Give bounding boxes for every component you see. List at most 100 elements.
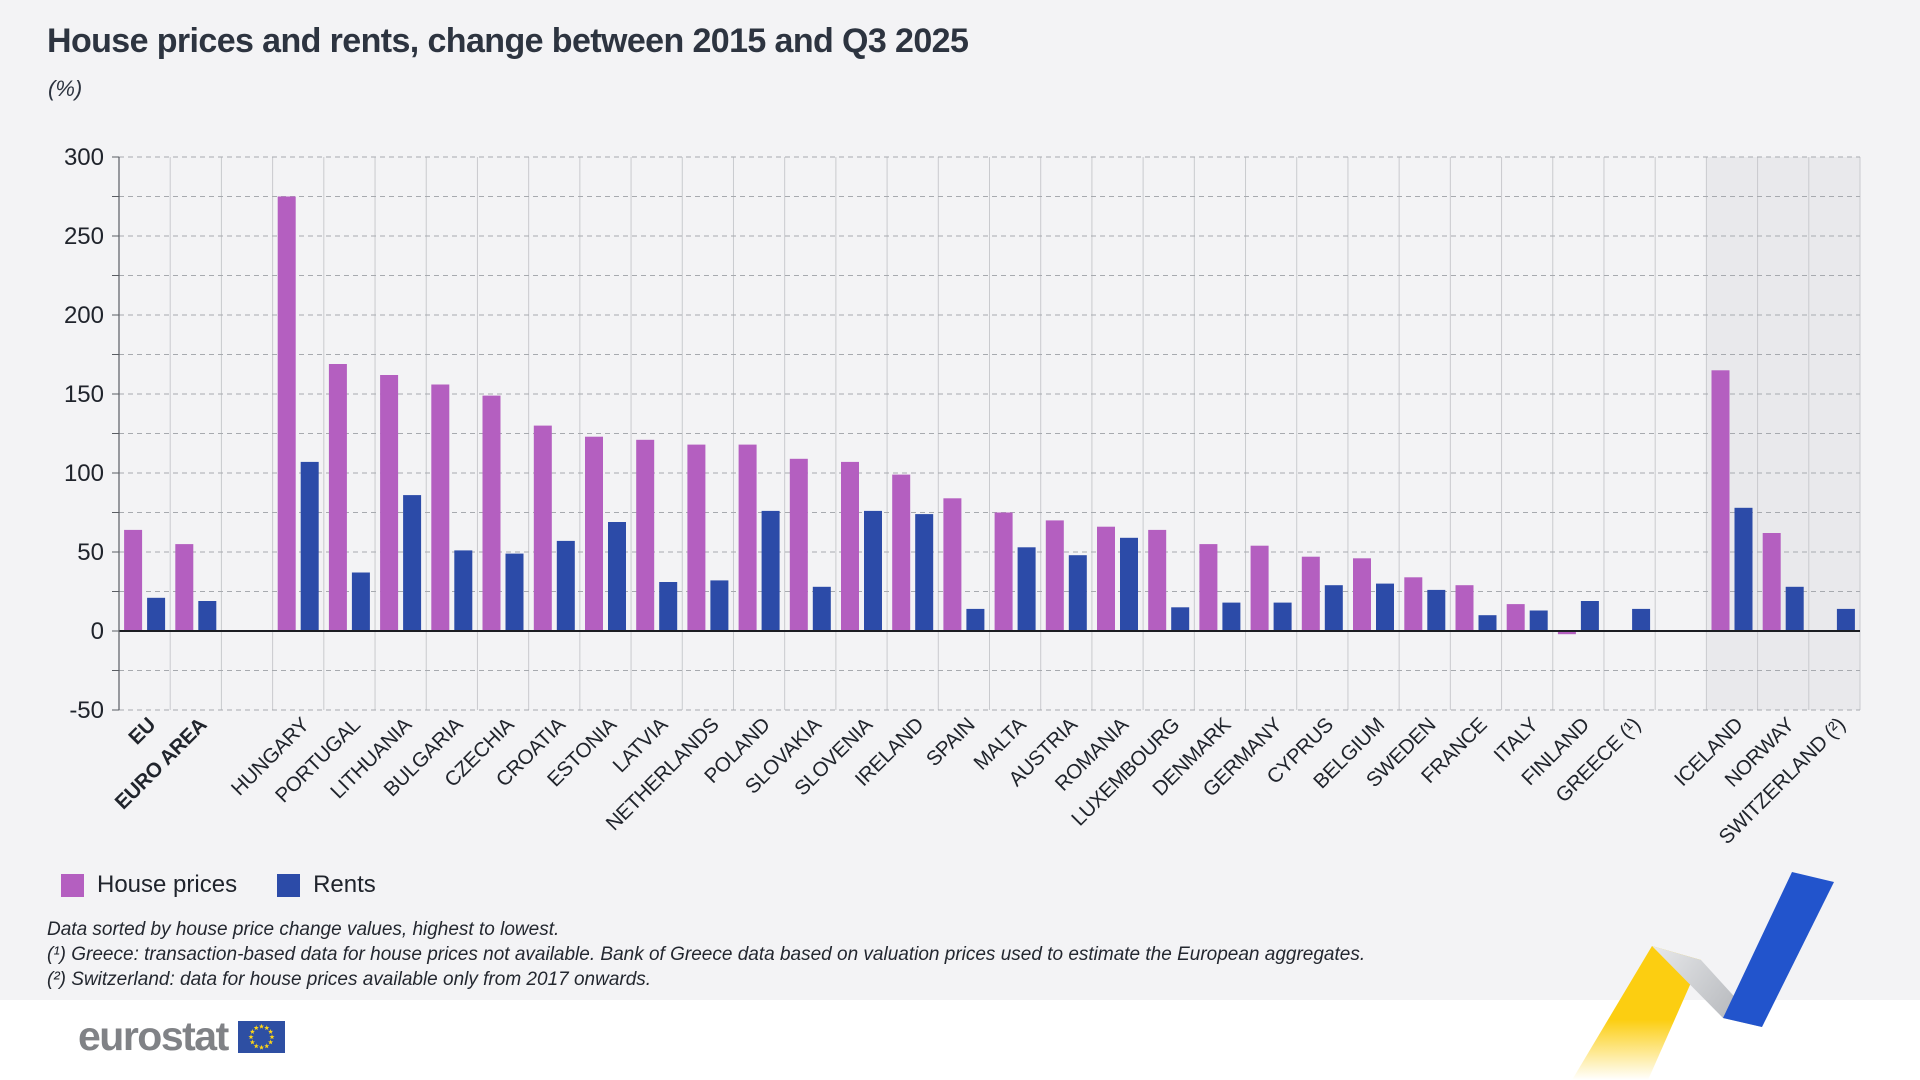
bar-house-slovakia bbox=[789, 458, 808, 631]
bar-house-latvia bbox=[636, 439, 655, 631]
x-label-spain: SPAIN bbox=[922, 713, 980, 771]
footnote-sort-order: Data sorted by house price change values… bbox=[47, 919, 560, 940]
bar-house-croatia bbox=[533, 425, 552, 631]
legend-label-rents: Rents bbox=[313, 871, 376, 898]
bar-rents-lithuania bbox=[403, 495, 422, 631]
eu-flag-star bbox=[253, 1042, 259, 1048]
y-tick-label-100: 100 bbox=[64, 460, 104, 487]
bar-house-italy bbox=[1506, 604, 1525, 631]
bar-rents-euro-area bbox=[198, 601, 217, 631]
bar-house-slovenia bbox=[841, 461, 859, 631]
legend-item-rents: Rents bbox=[277, 871, 376, 899]
bar-rents-sweden bbox=[1427, 589, 1446, 631]
bar-rents-luxembourg bbox=[1171, 607, 1190, 631]
legend-item-house-prices: House prices bbox=[61, 871, 237, 899]
bar-rents-romania bbox=[1120, 537, 1138, 631]
bar-rents-norway bbox=[1785, 586, 1804, 631]
bar-rents-eu bbox=[147, 597, 166, 631]
bar-rents-switzerland bbox=[1836, 608, 1855, 631]
bar-house-lithuania bbox=[380, 375, 399, 631]
y-tick-label-300: 300 bbox=[64, 144, 104, 171]
bar-rents-italy bbox=[1529, 610, 1548, 631]
bar-house-ireland bbox=[892, 474, 911, 631]
y-tick-label-200: 200 bbox=[64, 302, 104, 329]
y-tick-label-250: 250 bbox=[64, 223, 104, 250]
bar-house-poland bbox=[738, 444, 757, 631]
bar-house-netherlands bbox=[687, 444, 706, 631]
bar-house-eu bbox=[124, 529, 143, 631]
bar-rents-cyprus bbox=[1324, 585, 1343, 631]
y-tick-label-50: 50 bbox=[77, 539, 104, 566]
bar-house-euro-area bbox=[175, 544, 194, 631]
bar-house-france bbox=[1455, 585, 1474, 631]
bar-rents-poland bbox=[761, 510, 780, 631]
bar-rents-germany bbox=[1273, 602, 1292, 631]
bar-rents-finland bbox=[1580, 601, 1599, 631]
x-label-eu: EU bbox=[124, 713, 160, 749]
bar-rents-ireland bbox=[915, 514, 934, 631]
bar-rents-spain bbox=[966, 608, 985, 631]
eu-flag-star bbox=[249, 1028, 255, 1034]
eurostat-logo-text: eurostat bbox=[78, 1013, 229, 1059]
bar-rents-netherlands bbox=[710, 580, 729, 631]
bar-house-hungary bbox=[277, 196, 296, 631]
legend-label-house-prices: House prices bbox=[97, 871, 238, 898]
bar-house-sweden bbox=[1404, 577, 1423, 631]
eu-flag-star bbox=[267, 1039, 273, 1044]
bar-house-iceland bbox=[1711, 370, 1730, 631]
house-prices-swatch-icon bbox=[61, 873, 84, 897]
eu-flag-star bbox=[267, 1028, 273, 1034]
bar-rents-croatia bbox=[556, 540, 575, 631]
bar-rents-iceland bbox=[1734, 507, 1753, 631]
footnotes: Data sorted by house price change values… bbox=[47, 917, 1365, 992]
eu-flag-star bbox=[248, 1033, 254, 1039]
footnote-greece: (¹) Greece: transaction-based data for h… bbox=[47, 944, 1366, 965]
y-tick-label--50: -50 bbox=[69, 697, 104, 724]
bar-rents-estonia bbox=[608, 522, 626, 631]
bar-rents-denmark bbox=[1222, 602, 1241, 631]
bar-rents-austria bbox=[1068, 555, 1087, 631]
bar-rents-slovakia bbox=[812, 586, 831, 631]
bar-rents-hungary bbox=[300, 461, 319, 631]
x-label-euro-area: EURO AREA bbox=[111, 713, 212, 814]
bar-house-portugal bbox=[328, 364, 347, 631]
bar-house-spain bbox=[943, 498, 962, 631]
eu-flag-star bbox=[253, 1024, 259, 1030]
bar-rents-latvia bbox=[659, 582, 678, 631]
eu-flag-star bbox=[263, 1024, 270, 1030]
bar-rents-malta bbox=[1017, 547, 1036, 631]
eu-flag-star bbox=[249, 1039, 255, 1044]
eu-flag-star bbox=[258, 1023, 264, 1029]
bar-house-bulgaria bbox=[431, 384, 450, 631]
eurostat-logo: eurostat bbox=[78, 1016, 285, 1057]
eu-flag-star bbox=[263, 1042, 270, 1048]
bar-house-czechia bbox=[482, 395, 501, 631]
bar-rents-greece bbox=[1632, 608, 1651, 631]
eu-flag-icon bbox=[237, 1020, 285, 1053]
bar-rents-czechia bbox=[505, 553, 524, 631]
bar-house-romania bbox=[1097, 526, 1115, 631]
bar-house-norway bbox=[1762, 533, 1781, 631]
rents-swatch-icon bbox=[277, 873, 301, 897]
bar-house-austria bbox=[1045, 520, 1064, 631]
bar-house-belgium bbox=[1353, 558, 1371, 631]
bar-rents-portugal bbox=[351, 572, 370, 631]
y-tick-label-0: 0 bbox=[91, 618, 104, 645]
subtitle-percent: (%) bbox=[48, 76, 83, 101]
bar-house-germany bbox=[1250, 545, 1269, 631]
footer-strip bbox=[0, 1000, 1920, 1080]
page-title: House prices and rents, change between 2… bbox=[47, 22, 969, 60]
bar-house-cyprus bbox=[1301, 556, 1320, 631]
bar-rents-belgium bbox=[1376, 583, 1394, 631]
bar-house-luxembourg bbox=[1148, 529, 1167, 631]
bar-house-finland bbox=[1557, 631, 1576, 635]
bar-rents-slovenia bbox=[864, 510, 882, 631]
legend: House prices Rents bbox=[61, 871, 376, 899]
eu-flag-star bbox=[269, 1033, 275, 1039]
bar-house-malta bbox=[994, 512, 1013, 631]
bar-rents-france bbox=[1478, 615, 1497, 631]
footnote-switzerland: (²) Switzerland: data for house prices a… bbox=[47, 969, 652, 990]
y-tick-label-150: 150 bbox=[64, 381, 104, 408]
